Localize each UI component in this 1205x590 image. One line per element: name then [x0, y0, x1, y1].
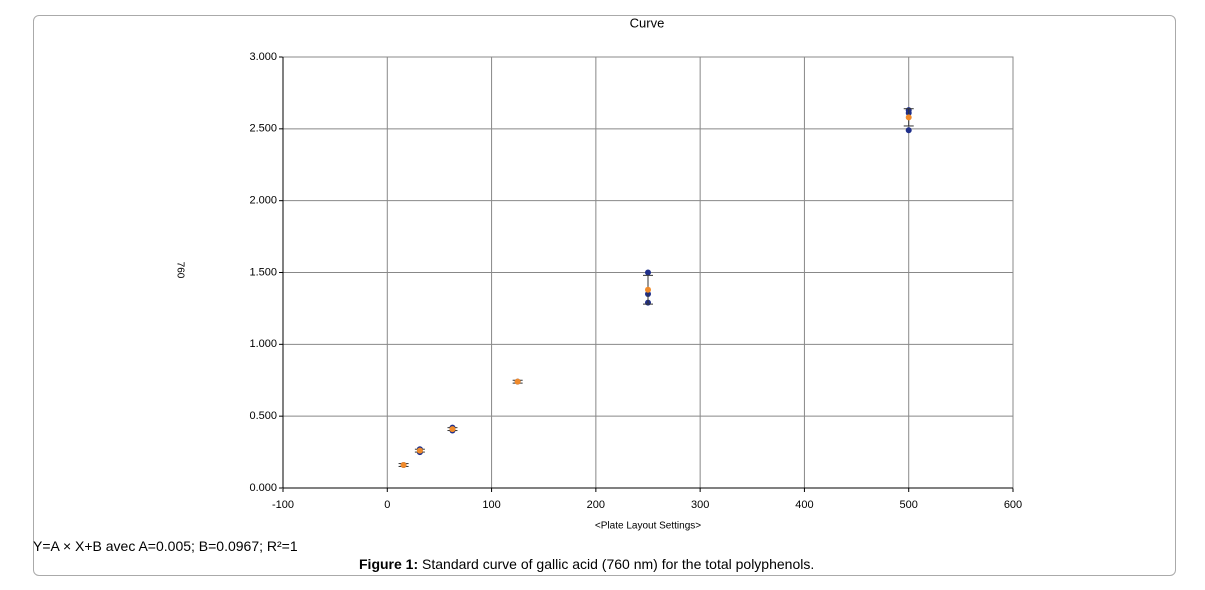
point — [400, 462, 407, 469]
point — [905, 114, 912, 121]
point — [905, 127, 912, 134]
y-tick-label: 2.000 — [249, 195, 277, 207]
x-axis-label: <Plate Layout Settings> — [595, 521, 701, 532]
chart-title: Curve — [630, 15, 665, 30]
y-axis-label: 760 — [174, 262, 185, 279]
x-tick-label: -100 — [272, 499, 294, 511]
point — [645, 269, 651, 276]
x-tick-label: 400 — [795, 499, 813, 511]
x-tick-label: 200 — [587, 499, 605, 511]
x-tick-label: 100 — [482, 499, 500, 511]
point — [514, 378, 521, 385]
frame — [33, 15, 1176, 576]
y-tick-label: 3.000 — [249, 51, 277, 63]
point — [416, 447, 423, 454]
y-tick-label: 0.500 — [249, 410, 277, 422]
equation: Y=A × X+B avec A=0.005; B=0.0967; R²=1 — [33, 538, 298, 554]
x-tick-label: 500 — [900, 499, 918, 511]
point — [645, 286, 651, 293]
y-tick-label: 2.500 — [249, 123, 277, 135]
y-tick-label: 1.500 — [249, 266, 277, 278]
caption-text: Standard curve of gallic acid (760 nm) f… — [422, 556, 815, 572]
x-tick-label: 300 — [691, 499, 709, 511]
caption: Figure 1: Standard curve of gallic acid … — [359, 556, 814, 572]
x-tick-label: 600 — [1004, 499, 1022, 511]
y-tick-label: 1.000 — [249, 338, 277, 350]
caption-label: Figure 1: — [359, 556, 419, 572]
point — [449, 426, 456, 433]
x-tick-label: 0 — [384, 499, 390, 511]
y-tick-label: 0.000 — [249, 482, 277, 494]
